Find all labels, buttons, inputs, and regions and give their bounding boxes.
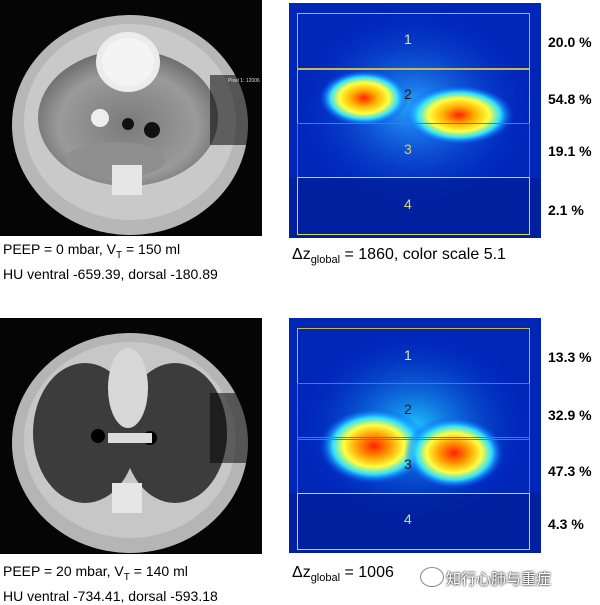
eit-image-top: [289, 3, 541, 238]
roi-percent-1-bottom: 13.3 %: [548, 349, 592, 365]
ct-caption-line2-bottom: HU ventral -734.41, dorsal -593.18: [3, 587, 218, 604]
eit-caption-bottom: Δzglobal = 1006: [292, 564, 394, 584]
roi-box-3-bottom: [297, 437, 530, 494]
roi-box-4-bottom: [297, 493, 530, 550]
roi-box-1-bottom: [297, 328, 530, 384]
caption-subscript: global: [310, 572, 341, 585]
caption-text: = 150 ml: [122, 241, 181, 257]
roi-percent-3-bottom: 47.3 %: [548, 463, 592, 479]
ct-scan-bottom: [0, 318, 262, 554]
caption-subscript: T: [123, 571, 130, 583]
svg-text:Pixel 1: 12006: Pixel 1: 12006: [228, 78, 260, 84]
roi-percent-1-top: 20.0 %: [548, 34, 592, 50]
ct-caption-line1-top: PEEP = 0 mbar, VT = 150 ml: [3, 240, 218, 265]
ct-caption-top: PEEP = 0 mbar, VT = 150 ml HU ventral -6…: [3, 240, 218, 283]
roi-label-1-top: 1: [404, 31, 412, 47]
roi-box-4-top: [297, 177, 530, 235]
roi-percent-3-top: 19.1 %: [548, 143, 592, 159]
roi-label-2-bottom: 2: [404, 401, 412, 417]
roi-box-2-bottom: [297, 383, 530, 440]
caption-subscript: T: [115, 249, 123, 261]
caption-text: PEEP = 20 mbar, V: [3, 563, 124, 579]
roi-label-3-top: 3: [404, 141, 412, 157]
roi-label-4-bottom: 4: [404, 511, 412, 527]
ct-caption-bottom: PEEP = 20 mbar, VT = 140 ml HU ventral -…: [3, 562, 218, 605]
caption-text: PEEP = 0 mbar, V: [3, 241, 116, 257]
caption-text: Δz: [292, 564, 311, 581]
caption-text: Δz: [292, 246, 311, 263]
ct-caption-line1-bottom: PEEP = 20 mbar, VT = 140 ml: [3, 562, 218, 587]
roi-label-3-bottom: 3: [404, 456, 412, 472]
roi-box-3-top: [297, 123, 530, 178]
caption-subscript: global: [310, 254, 341, 267]
roi-percent-2-bottom: 32.9 %: [548, 407, 592, 423]
roi-box-2-top: [297, 68, 530, 124]
watermark: 知行心肺与重症: [446, 571, 552, 588]
roi-label-4-top: 4: [404, 196, 412, 212]
eit-caption-top: Δzglobal = 1860, color scale 5.1: [292, 246, 506, 266]
caption-text: = 1006: [340, 564, 394, 581]
caption-text: = 1860, color scale 5.1: [340, 246, 506, 263]
caption-text: = 140 ml: [129, 563, 188, 579]
ct-caption-line2-top: HU ventral -659.39, dorsal -180.89: [3, 265, 218, 282]
roi-label-1-bottom: 1: [404, 347, 412, 363]
roi-box-1-top: [297, 13, 530, 70]
wechat-icon: [420, 567, 444, 587]
roi-percent-4-top: 2.1 %: [548, 202, 584, 218]
eit-image-bottom: [289, 318, 541, 553]
roi-percent-2-top: 54.8 %: [548, 91, 592, 107]
ct-scan-top: Pixel 1: 12006: [0, 0, 262, 236]
roi-percent-4-bottom: 4.3 %: [548, 516, 584, 532]
roi-label-2-top: 2: [404, 86, 412, 102]
